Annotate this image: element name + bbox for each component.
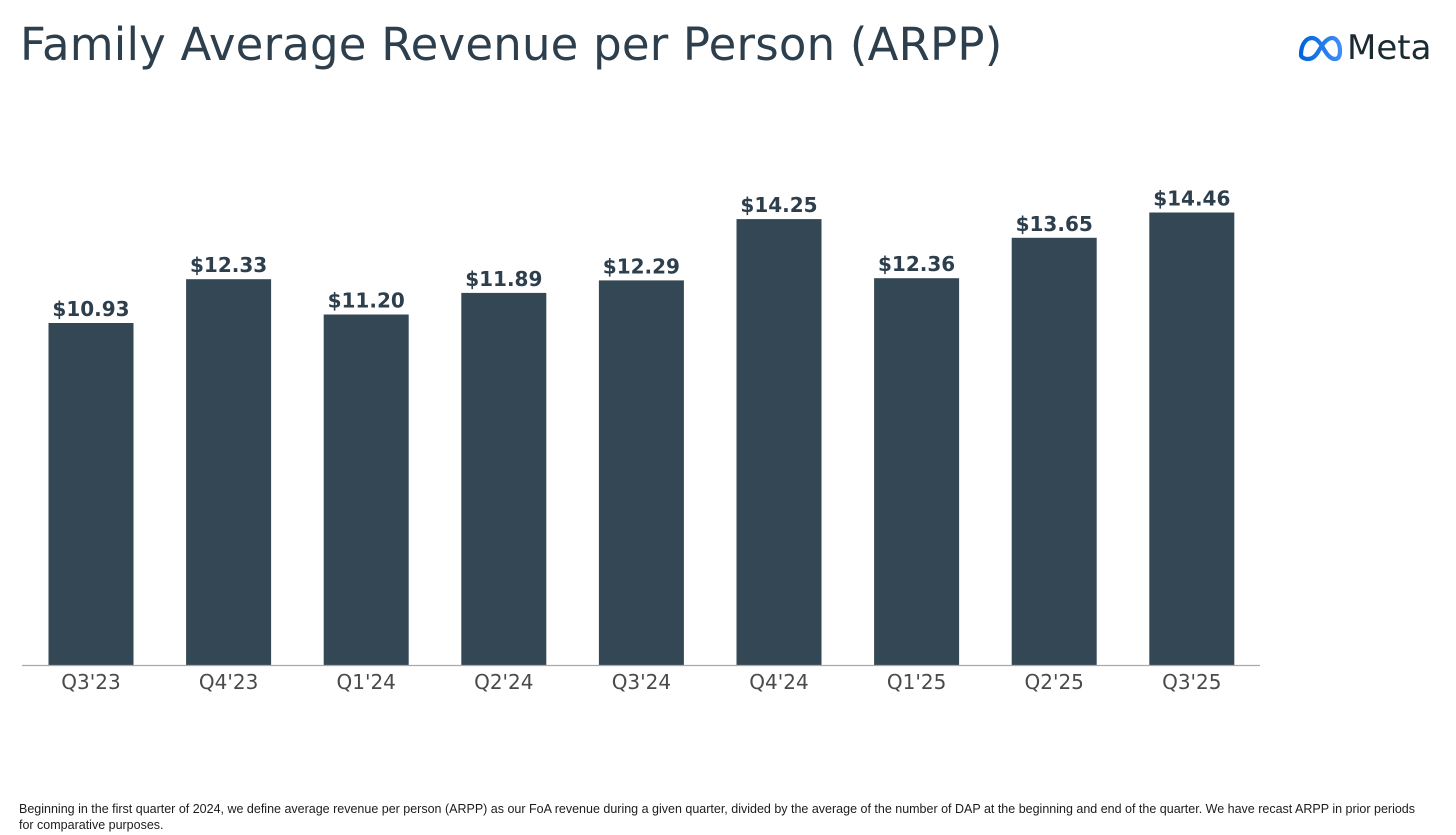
bar-Q2'25 (1011, 237, 1097, 666)
bar-Q1'24 (323, 314, 409, 665)
footnote: Beginning in the first quarter of 2024, … (19, 802, 1416, 832)
bar-Q4'23 (186, 279, 272, 665)
value-label: $11.20 (328, 289, 405, 313)
value-label: $11.89 (465, 267, 542, 291)
page-title: Family Average Revenue per Person (ARPP) (20, 18, 1003, 71)
value-label: $14.25 (740, 193, 817, 217)
value-label: $12.29 (603, 254, 680, 278)
x-tick-label: Q2'24 (474, 670, 533, 694)
meta-infinity-icon (1298, 35, 1343, 62)
x-tick-label: Q2'25 (1024, 670, 1083, 694)
bar-Q4'24 (736, 219, 822, 665)
x-tick-label: Q1'24 (336, 670, 395, 694)
x-tick-label: Q4'24 (749, 670, 808, 694)
bar-Q2'24 (461, 292, 547, 665)
value-label: $13.65 (1016, 212, 1093, 236)
meta-wordmark: Meta (1347, 28, 1432, 68)
x-tick-label: Q1'25 (887, 670, 946, 694)
x-tick-label: Q3'23 (61, 670, 120, 694)
x-tick-label: Q4'23 (199, 670, 258, 694)
value-label: $12.33 (190, 253, 267, 277)
x-tick-label: Q3'24 (612, 670, 671, 694)
bar-chart: $10.93 Q3'23 $12.33 Q4'23 $11.20 Q1'24 $11.89 Q… (22, 187, 1260, 694)
bar-Q1'25 (874, 278, 960, 665)
value-label: $12.36 (878, 252, 955, 276)
x-tick-label: Q3'25 (1162, 670, 1221, 694)
value-label: $10.93 (52, 297, 129, 321)
meta-logo: Meta (1297, 28, 1431, 68)
bar-Q3'23 (48, 323, 134, 665)
bar-Q3'24 (598, 280, 684, 665)
value-label: $14.46 (1153, 187, 1230, 211)
bar-Q3'25 (1149, 212, 1235, 665)
